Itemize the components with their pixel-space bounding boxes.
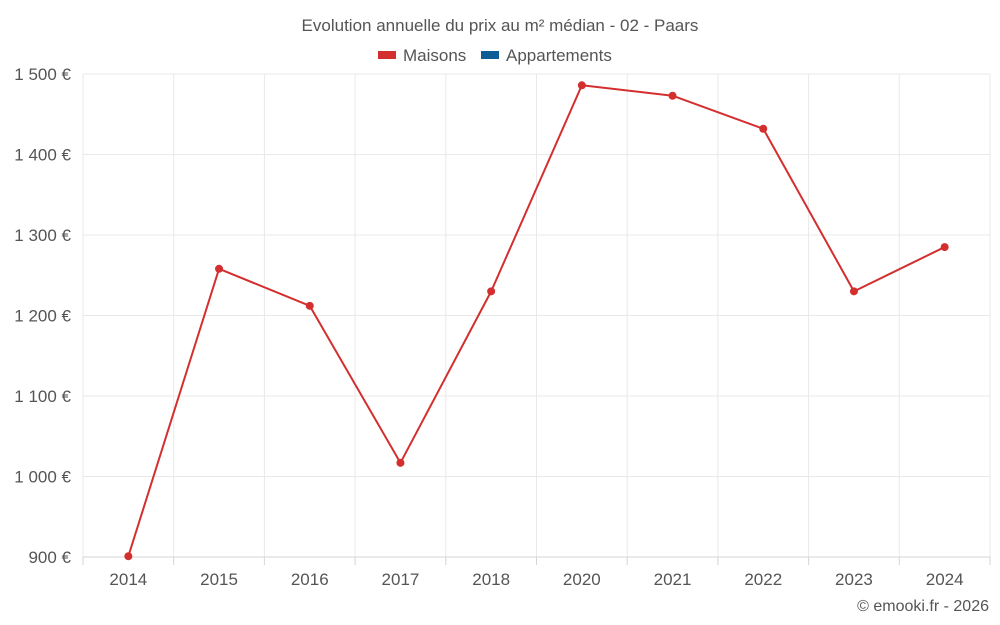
x-tick-label: 2014	[109, 570, 147, 589]
x-tick-label: 2021	[654, 570, 692, 589]
y-tick-label: 1 200 €	[14, 307, 71, 326]
vertical-gridlines	[82, 74, 991, 557]
data-point[interactable]	[577, 81, 586, 90]
x-tick-label: 2017	[382, 570, 420, 589]
data-point[interactable]	[849, 287, 858, 296]
data-point[interactable]	[305, 301, 314, 310]
legend-swatch-appartements	[481, 51, 499, 59]
y-axis: 900 € 1 000 € 1 100 € 1 200 € 1 300 € 1 400 €…	[14, 65, 71, 567]
data-point[interactable]	[124, 552, 133, 561]
y-tick-label: 1 400 €	[14, 146, 71, 165]
x-tick-label: 2018	[472, 570, 510, 589]
legend-label-appartements[interactable]: Appartements	[506, 46, 612, 65]
x-tick-label: 2022	[744, 570, 782, 589]
y-tick-label: 1 100 €	[14, 387, 71, 406]
x-tick-label: 2020	[563, 570, 601, 589]
credit-text: © emooki.fr - 2026	[857, 598, 989, 615]
x-tick-label: 2024	[926, 570, 964, 589]
legend: Maisons Appartements	[378, 46, 612, 65]
series-maisons	[124, 81, 949, 561]
data-point[interactable]	[487, 287, 496, 296]
data-point[interactable]	[396, 458, 405, 467]
x-tick-label: 2015	[200, 570, 238, 589]
x-axis: 2014 2015 2016 2017 2018 2020 2021 2022 2023 2024	[82, 556, 991, 589]
data-point[interactable]	[668, 91, 677, 100]
series-line	[127, 84, 946, 557]
x-tick-label: 2016	[291, 570, 329, 589]
chart-title: Evolution annuelle du prix au m² médian …	[302, 16, 699, 35]
data-point[interactable]	[215, 264, 224, 273]
legend-swatch-maisons	[378, 51, 396, 59]
data-point[interactable]	[940, 243, 949, 252]
y-tick-label: 1 500 €	[14, 65, 71, 84]
data-point[interactable]	[759, 124, 768, 133]
legend-label-maisons[interactable]: Maisons	[403, 46, 466, 65]
y-tick-label: 1 300 €	[14, 226, 71, 245]
x-tick-label: 2023	[835, 570, 873, 589]
y-tick-label: 1 000 €	[14, 468, 71, 487]
y-tick-label: 900 €	[28, 548, 71, 567]
